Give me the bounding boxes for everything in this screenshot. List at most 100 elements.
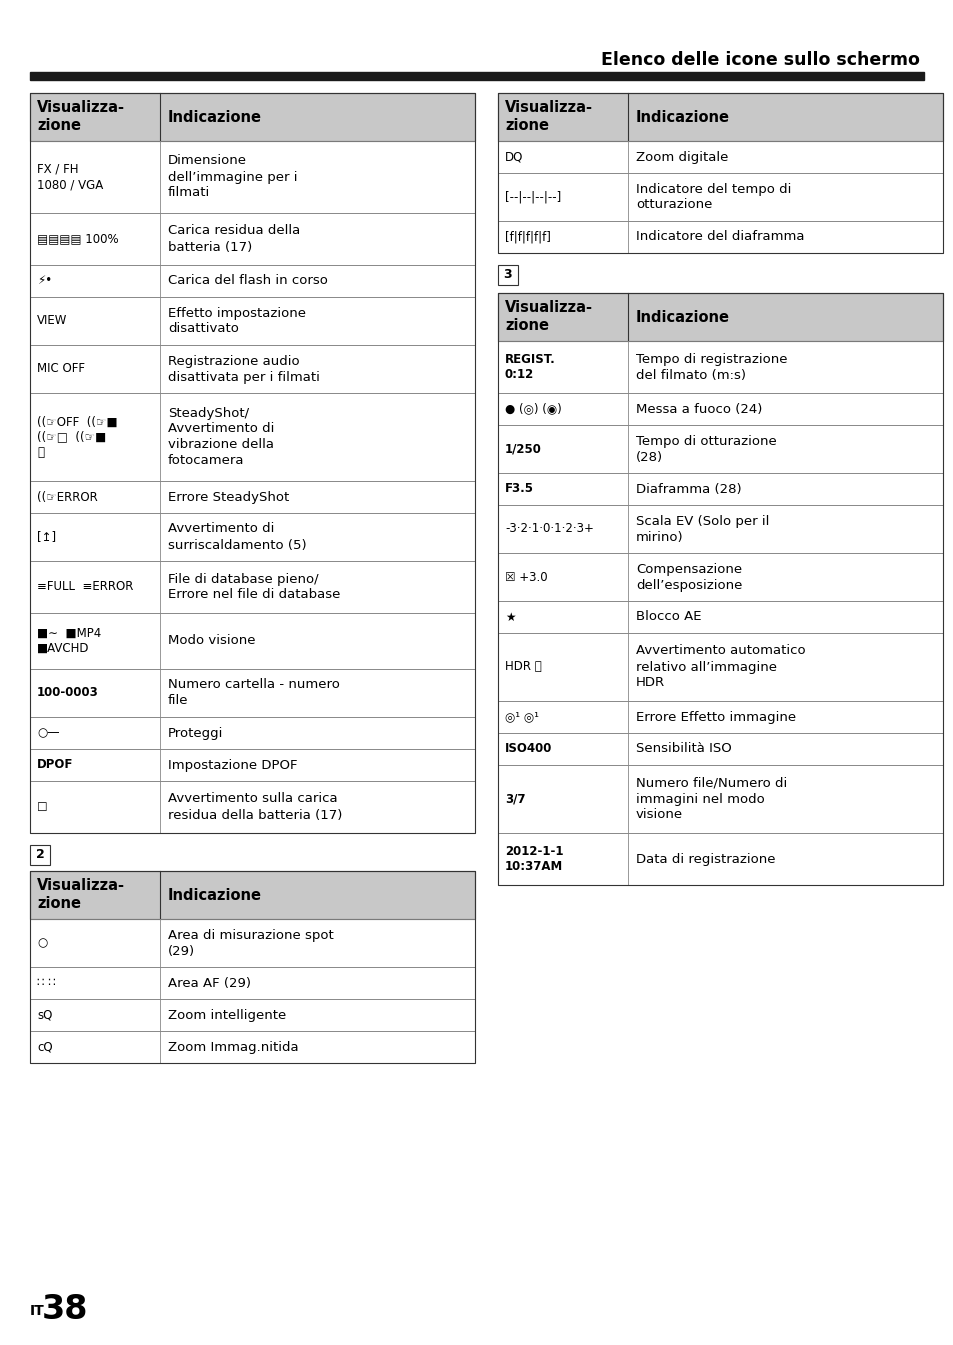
Bar [30, 297, 475, 346]
Bar [497, 473, 942, 504]
Bar [30, 872, 475, 919]
Bar [30, 141, 475, 213]
Bar [497, 601, 942, 633]
Text: Diaframma (28): Diaframma (28) [636, 483, 740, 495]
Bar [30, 141, 475, 213]
Text: Visualizza-
zione: Visualizza- zione [504, 101, 593, 133]
Text: 100-0003: 100-0003 [37, 686, 99, 699]
Text: 3/7: 3/7 [504, 792, 525, 806]
Text: Registrazione audio
disattivata per i filmati: Registrazione audio disattivata per i fi… [168, 355, 319, 383]
Bar [30, 872, 475, 919]
Text: Avvertimento di
surriscaldamento (5): Avvertimento di surriscaldamento (5) [168, 522, 306, 551]
Bar [497, 174, 942, 221]
Text: ○: ○ [37, 936, 48, 950]
Text: -3·2·1·0·1·2·3+: -3·2·1·0·1·2·3+ [504, 522, 594, 535]
Text: 3: 3 [503, 269, 512, 281]
Bar [497, 221, 942, 253]
Bar [497, 733, 942, 765]
Bar [497, 504, 942, 553]
Bar [30, 872, 475, 1063]
Bar [497, 701, 942, 733]
Text: REGIST.
0:12: REGIST. 0:12 [504, 352, 556, 381]
Text: ((☞ERROR: ((☞ERROR [37, 491, 97, 503]
Bar [30, 749, 475, 781]
Text: 1/250: 1/250 [504, 443, 541, 456]
Bar [497, 93, 942, 253]
Bar [30, 781, 475, 833]
Bar [30, 749, 475, 781]
Bar [497, 733, 942, 765]
Bar [30, 613, 475, 668]
Bar [497, 93, 942, 141]
Text: FX / FH
1080 / VGA: FX / FH 1080 / VGA [37, 163, 103, 191]
Text: Sensibilità ISO: Sensibilità ISO [636, 742, 731, 756]
Bar [30, 512, 475, 561]
Bar [497, 141, 942, 174]
Bar [497, 601, 942, 633]
Text: File di database pieno/
Errore nel file di database: File di database pieno/ Errore nel file … [168, 573, 340, 601]
Text: ★: ★ [504, 611, 515, 624]
Bar [30, 93, 475, 141]
Text: Visualizza-
zione: Visualizza- zione [37, 101, 125, 133]
Text: ■∼  ■MP4
■AVCHD: ■∼ ■MP4 ■AVCHD [37, 627, 101, 655]
Text: ISO400: ISO400 [504, 742, 552, 756]
Text: Compensazione
dell’esposizione: Compensazione dell’esposizione [636, 562, 741, 592]
Text: MIC OFF: MIC OFF [37, 363, 85, 375]
Text: 2: 2 [35, 849, 45, 862]
Bar [497, 633, 942, 701]
Text: ≡FULL  ≡ERROR: ≡FULL ≡ERROR [37, 581, 133, 593]
Text: Visualizza-
zione: Visualizza- zione [37, 878, 125, 912]
Text: Proteggi: Proteggi [168, 726, 223, 740]
Bar [30, 482, 475, 512]
Bar [30, 845, 50, 865]
Bar [30, 781, 475, 833]
Text: cQ: cQ [37, 1041, 52, 1053]
Bar [497, 293, 942, 885]
Bar [30, 1032, 475, 1063]
Bar [497, 833, 942, 885]
Bar [30, 393, 475, 482]
Text: Modo visione: Modo visione [168, 635, 255, 647]
Bar [30, 999, 475, 1032]
Bar [30, 668, 475, 717]
Bar [30, 93, 475, 833]
Text: Indicazione: Indicazione [636, 109, 729, 125]
Text: ▤▤▤▤ 100%: ▤▤▤▤ 100% [37, 233, 118, 246]
Bar [30, 613, 475, 668]
Text: Numero cartella - numero
file: Numero cartella - numero file [168, 678, 339, 707]
Text: 38: 38 [42, 1293, 89, 1326]
Text: Indicazione: Indicazione [636, 309, 729, 324]
Bar [30, 561, 475, 613]
Bar [30, 346, 475, 393]
Text: Indicatore del diaframma: Indicatore del diaframma [636, 230, 803, 243]
Text: ● (◎) (◉): ● (◎) (◉) [504, 402, 561, 416]
Bar [497, 765, 942, 833]
Bar [497, 293, 942, 342]
Text: Data di registrazione: Data di registrazione [636, 853, 775, 865]
Bar [30, 717, 475, 749]
Text: Elenco delle icone sullo schermo: Elenco delle icone sullo schermo [600, 51, 919, 69]
Text: SteadyShot/
Avvertimento di
vibrazione della
fotocamera: SteadyShot/ Avvertimento di vibrazione d… [168, 406, 274, 468]
Text: sQ: sQ [37, 1009, 52, 1021]
Bar [30, 73, 923, 79]
Bar [497, 141, 942, 174]
Bar [497, 553, 942, 601]
Text: Dimensione
dell’immagine per i
filmati: Dimensione dell’immagine per i filmati [168, 155, 297, 199]
Text: ∷ ∷: ∷ ∷ [37, 976, 55, 990]
Bar [30, 919, 475, 967]
Bar [497, 504, 942, 553]
Bar [497, 393, 942, 425]
Text: HDR ❗: HDR ❗ [504, 660, 541, 674]
Text: ☐: ☐ [37, 800, 48, 814]
Text: ◎¹ ◎¹: ◎¹ ◎¹ [504, 710, 538, 724]
Text: Errore SteadyShot: Errore SteadyShot [168, 491, 289, 503]
Text: ☒ +3.0: ☒ +3.0 [504, 570, 547, 584]
Bar [497, 633, 942, 701]
Bar [497, 473, 942, 504]
Text: Indicazione: Indicazione [168, 109, 262, 125]
Text: Zoom digitale: Zoom digitale [636, 151, 727, 164]
Bar [497, 765, 942, 833]
Text: DQ: DQ [504, 151, 523, 164]
Text: [--|--|--|--]: [--|--|--|--] [504, 191, 560, 203]
Bar [497, 342, 942, 393]
